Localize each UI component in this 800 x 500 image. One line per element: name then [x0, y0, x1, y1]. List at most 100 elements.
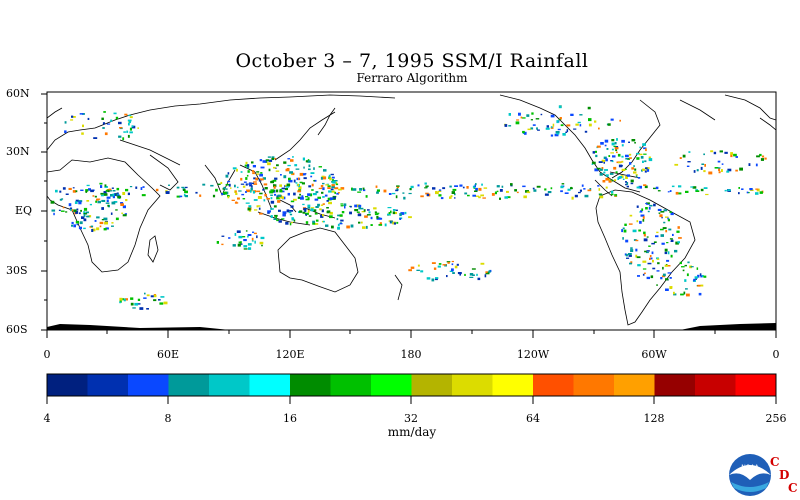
rain-speck: [122, 214, 127, 217]
rain-speck: [280, 190, 285, 193]
rain-speck: [641, 208, 644, 211]
rain-speck: [322, 182, 325, 185]
rain-speck: [655, 235, 659, 238]
rain-speck: [645, 207, 648, 210]
rain-speck: [661, 217, 663, 219]
rain-speck: [81, 132, 84, 135]
rain-speck: [321, 220, 324, 223]
rain-speck: [72, 190, 76, 193]
rain-speck: [636, 220, 639, 223]
rain-speck: [703, 275, 707, 278]
rain-speck: [638, 185, 642, 189]
rain-speck: [570, 187, 573, 190]
rain-speck: [625, 176, 628, 179]
rain-speck: [637, 177, 641, 179]
rain-speck: [438, 263, 442, 265]
rain-speck: [532, 124, 536, 126]
rain-speck: [591, 163, 594, 165]
rain-speck: [701, 163, 705, 165]
lon-label-60e: 60E: [156, 348, 180, 361]
rain-speck: [327, 187, 331, 189]
rain-speck: [267, 212, 270, 214]
rain-speck: [137, 298, 141, 301]
rain-speck: [661, 242, 665, 245]
rain-speck: [374, 211, 377, 214]
rain-speck: [672, 233, 674, 236]
rain-speck: [527, 128, 531, 131]
rain-speck: [609, 173, 614, 175]
rain-speck: [625, 181, 627, 183]
rain-speck: [259, 192, 263, 195]
rain-speck: [320, 204, 324, 206]
rain-speck: [393, 222, 396, 225]
rain-speck: [653, 241, 657, 243]
rain-speck: [339, 214, 343, 217]
rain-speck: [250, 187, 253, 191]
colorbar-label-64: 64: [526, 412, 540, 425]
rain-speck: [526, 191, 531, 194]
rain-speck: [677, 226, 680, 229]
rain-speck: [289, 213, 293, 216]
rain-speck: [475, 183, 477, 186]
rain-speck: [225, 188, 228, 190]
rain-speck: [574, 194, 578, 198]
rain-speck: [334, 187, 339, 190]
rain-speck: [571, 196, 574, 200]
rain-speck: [307, 159, 310, 161]
rain-speck: [93, 137, 98, 139]
colorbar-label-8: 8: [164, 412, 172, 425]
rain-speck: [260, 166, 265, 169]
lon-label-120e: 120E: [275, 348, 305, 361]
rain-speck: [234, 184, 236, 188]
rain-speck: [176, 186, 180, 189]
rain-speck: [638, 229, 641, 232]
rain-speck: [646, 250, 650, 252]
rain-speck: [688, 151, 691, 153]
rain-speck: [315, 219, 319, 222]
rain-speck: [115, 217, 119, 221]
rain-speck: [485, 271, 488, 274]
rain-speck: [64, 130, 67, 133]
rain-speck: [78, 201, 82, 205]
rain-speck: [697, 284, 701, 287]
rain-speck: [649, 204, 653, 207]
rain-speck: [717, 167, 721, 169]
rain-speck: [408, 269, 412, 272]
rain-speck: [684, 279, 687, 282]
rain-speck: [379, 222, 382, 225]
rain-speck: [128, 120, 131, 124]
rain-speck: [755, 192, 759, 195]
rain-speck: [618, 164, 623, 168]
rain-speck: [636, 205, 639, 208]
rain-speck: [252, 172, 255, 175]
rain-speck: [573, 128, 577, 130]
rain-speck: [748, 163, 751, 166]
rain-speck: [125, 188, 129, 192]
rain-speck: [635, 254, 638, 258]
rain-speck: [317, 196, 321, 199]
rain-speck: [230, 187, 232, 189]
rain-speck: [274, 214, 278, 217]
rain-speck: [271, 156, 275, 159]
rain-speck: [354, 204, 358, 208]
rain-speck: [402, 192, 405, 194]
rain-speck: [561, 183, 565, 185]
rain-speck: [119, 301, 122, 304]
rain-speck: [683, 291, 686, 295]
rain-speck: [332, 180, 336, 184]
rain-speck: [374, 213, 379, 216]
rain-speck: [322, 203, 325, 205]
rain-speck: [270, 197, 273, 200]
rain-speck: [248, 247, 252, 250]
rain-speck: [614, 194, 618, 197]
rain-speck: [158, 299, 161, 301]
rain-speck: [667, 218, 670, 222]
rain-speck: [521, 117, 526, 119]
rain-speck: [459, 273, 461, 276]
rain-speck: [240, 241, 242, 244]
rain-speck: [331, 225, 334, 229]
rain-speck: [494, 191, 497, 195]
rain-speck: [605, 174, 609, 177]
rain-speck: [604, 169, 608, 171]
rain-speck: [264, 187, 268, 190]
